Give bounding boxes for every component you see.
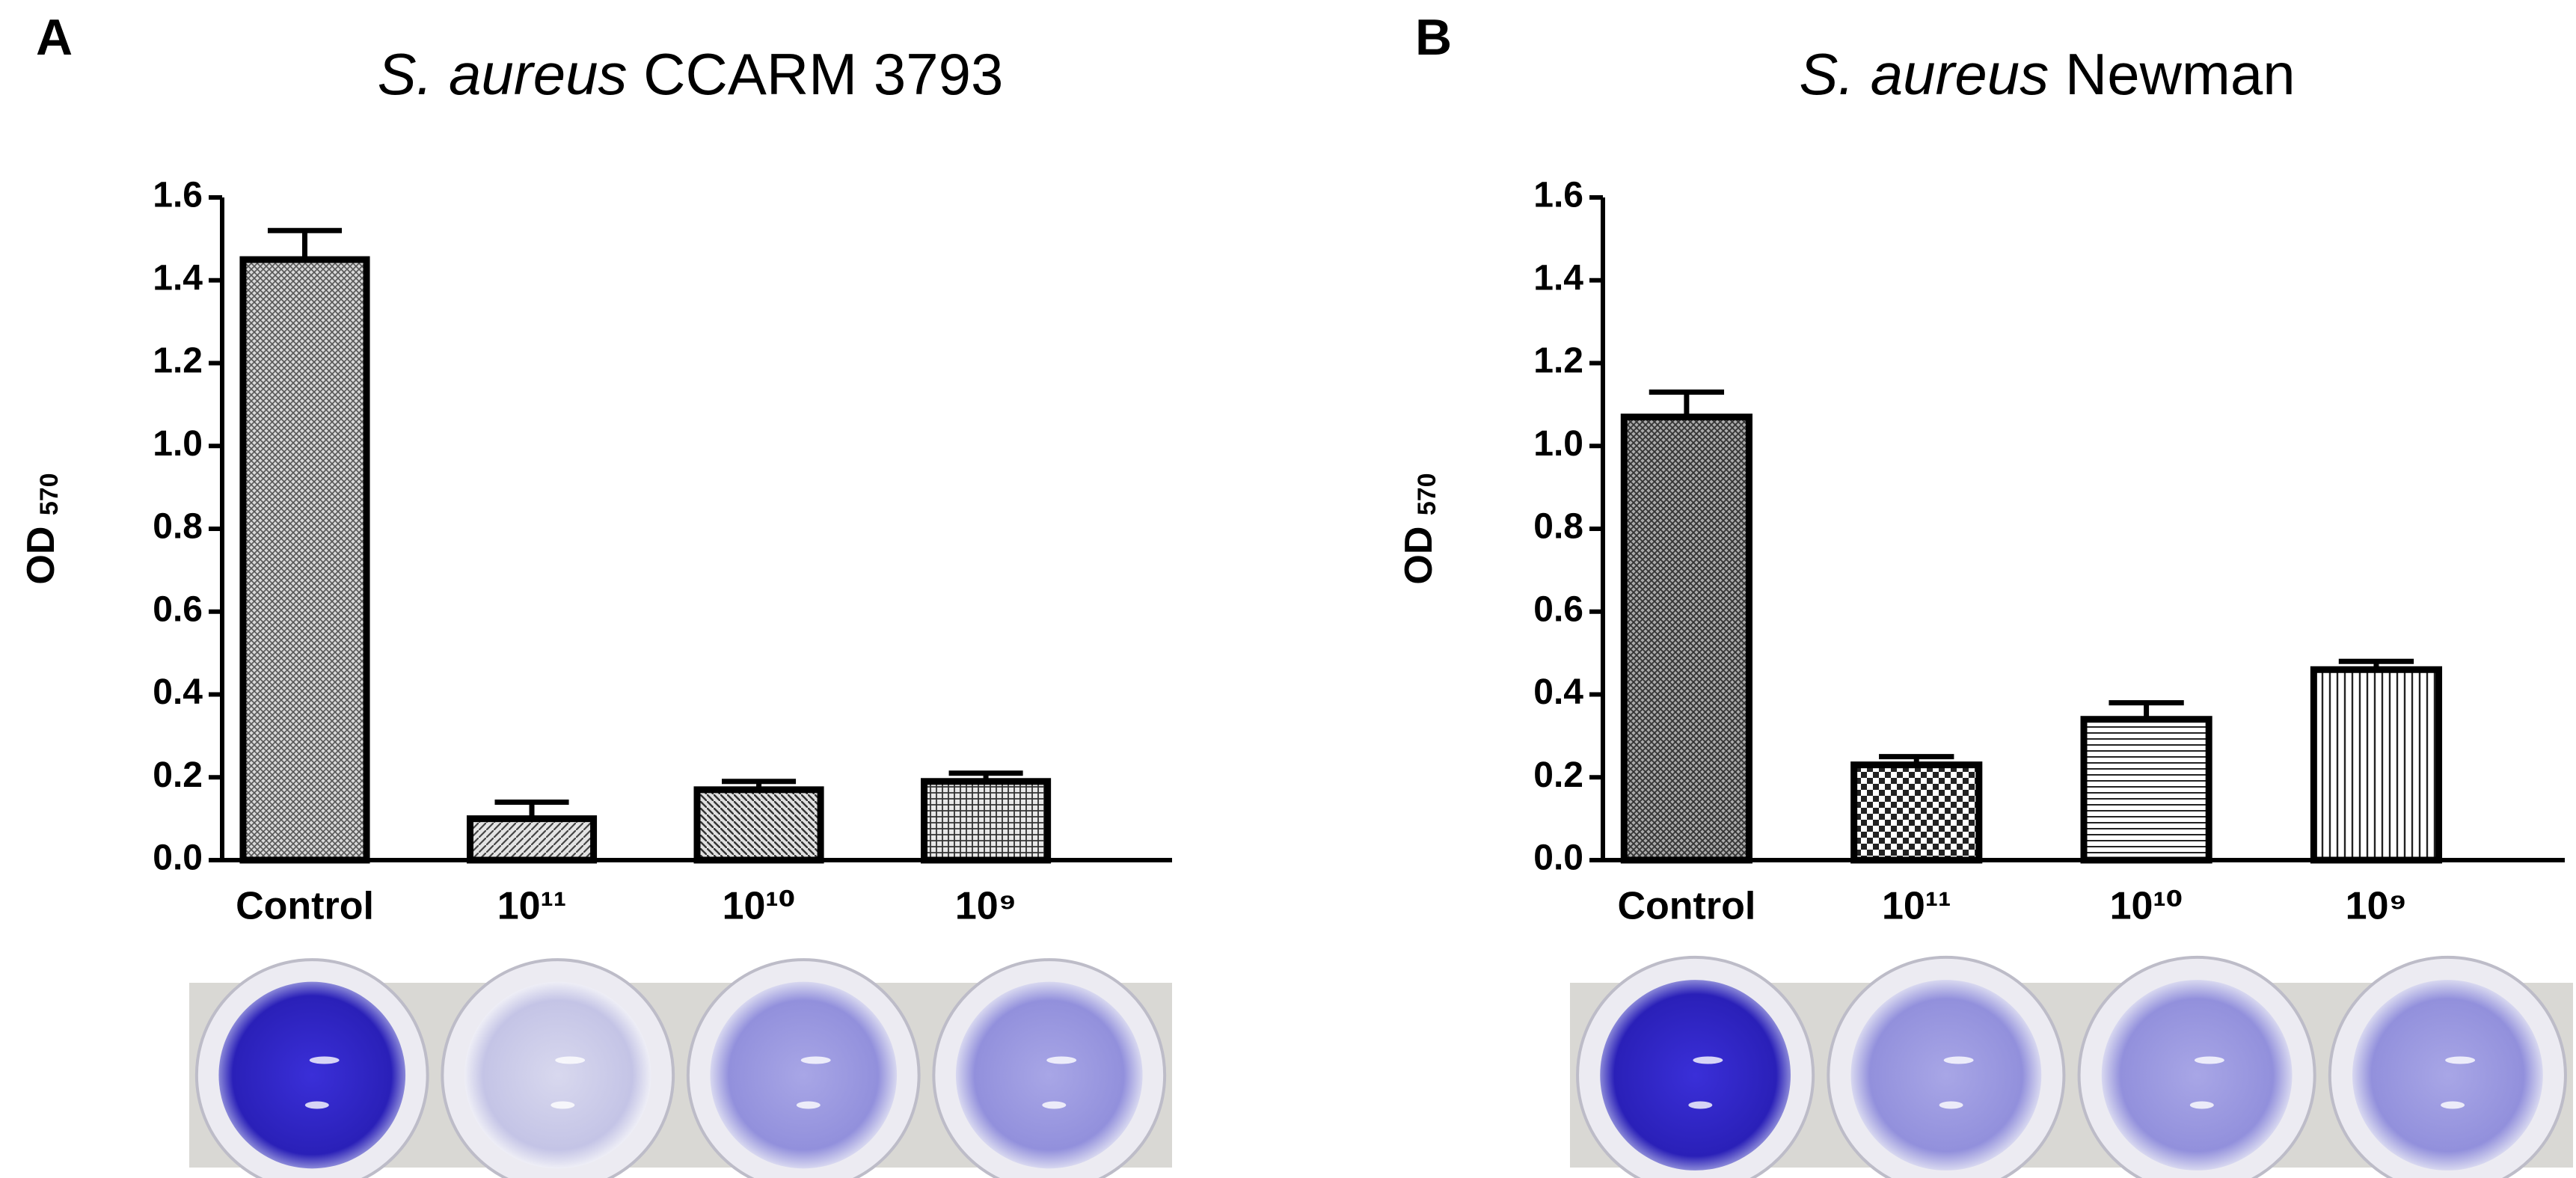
y-tick-label: 1.0 — [153, 424, 203, 464]
y-tick-label: 1.0 — [1533, 424, 1583, 464]
y-label-text: OD — [1397, 527, 1441, 585]
well-highlight — [555, 1056, 586, 1064]
chart-title: S. aureus CCARM 3793 — [378, 41, 1004, 107]
x-tick-label: 10⁹ — [2346, 885, 2408, 928]
well — [2101, 980, 2293, 1171]
y-tick-label: 0.4 — [153, 672, 203, 712]
panel-label: B — [1415, 9, 1452, 66]
well — [710, 981, 898, 1169]
y-tick-label: 1.2 — [1533, 341, 1583, 381]
bar — [693, 786, 824, 864]
x-tick-label: Control — [236, 885, 374, 928]
y-label-text: OD — [19, 527, 63, 585]
y-tick-label: 0.8 — [1533, 507, 1583, 547]
x-tick-label: 10¹¹ — [1882, 885, 1951, 928]
well-highlight — [1943, 1056, 1974, 1064]
bar — [2080, 716, 2212, 864]
well-highlight — [2189, 1101, 2214, 1109]
well-highlight — [800, 1056, 831, 1064]
bar — [466, 815, 598, 864]
well-highlight — [1688, 1101, 1713, 1109]
well — [218, 981, 406, 1169]
well — [1600, 980, 1791, 1171]
well-highlight — [551, 1101, 575, 1109]
well — [464, 981, 651, 1169]
chart-title: S. aureus Newman — [1799, 41, 2295, 107]
well-highlight — [1046, 1056, 1077, 1064]
well-highlight — [309, 1056, 340, 1064]
x-tick-label: 10⁹ — [955, 885, 1017, 928]
bar — [921, 778, 1052, 864]
y-label-sub: 570 — [35, 473, 64, 515]
y-tick-label: 0.0 — [1533, 838, 1583, 878]
bar — [239, 256, 370, 864]
bar — [1620, 413, 1752, 864]
y-tick-label: 0.2 — [153, 755, 203, 795]
title-italic: S. aureus — [378, 41, 628, 107]
y-tick-label: 0.6 — [1533, 589, 1583, 629]
well-highlight — [304, 1101, 329, 1109]
y-tick-label: 0.8 — [153, 507, 203, 547]
well — [2352, 980, 2543, 1171]
x-tick-label: 10¹¹ — [497, 885, 566, 928]
y-tick-label: 0.2 — [1533, 755, 1583, 795]
well-highlight — [796, 1101, 821, 1109]
bar — [1850, 761, 1983, 864]
y-tick-label: 1.4 — [153, 258, 203, 298]
x-tick-label: Control — [1617, 885, 1755, 928]
y-tick-label: 1.4 — [1533, 258, 1583, 298]
title-text: CCARM 3793 — [643, 41, 1003, 107]
panel-label: A — [36, 9, 73, 66]
well-highlight — [2441, 1101, 2465, 1109]
y-tick-label: 0.4 — [1533, 672, 1583, 712]
y-tick-label: 0.0 — [153, 838, 203, 878]
well-highlight — [1042, 1101, 1067, 1109]
y-tick-label: 0.6 — [153, 589, 203, 629]
y-axis-label: OD 570 — [1397, 473, 1441, 584]
bar — [2310, 666, 2443, 864]
well-highlight — [2194, 1056, 2224, 1064]
y-tick-label: 1.6 — [1533, 176, 1583, 215]
title-italic: S. aureus — [1799, 41, 2049, 107]
well-highlight — [1693, 1056, 1723, 1064]
y-label-sub: 570 — [1413, 473, 1441, 515]
x-tick-label: 10¹⁰ — [2110, 885, 2183, 928]
y-axis-label: OD 570 — [19, 473, 64, 584]
title-text: Newman — [2065, 41, 2296, 107]
y-tick-label: 1.6 — [153, 176, 203, 215]
y-tick-label: 1.2 — [153, 341, 203, 381]
well — [1850, 980, 2042, 1171]
well-highlight — [1939, 1101, 1963, 1109]
x-tick-label: 10¹⁰ — [723, 885, 796, 928]
well-highlight — [2445, 1056, 2476, 1064]
well — [955, 981, 1143, 1169]
